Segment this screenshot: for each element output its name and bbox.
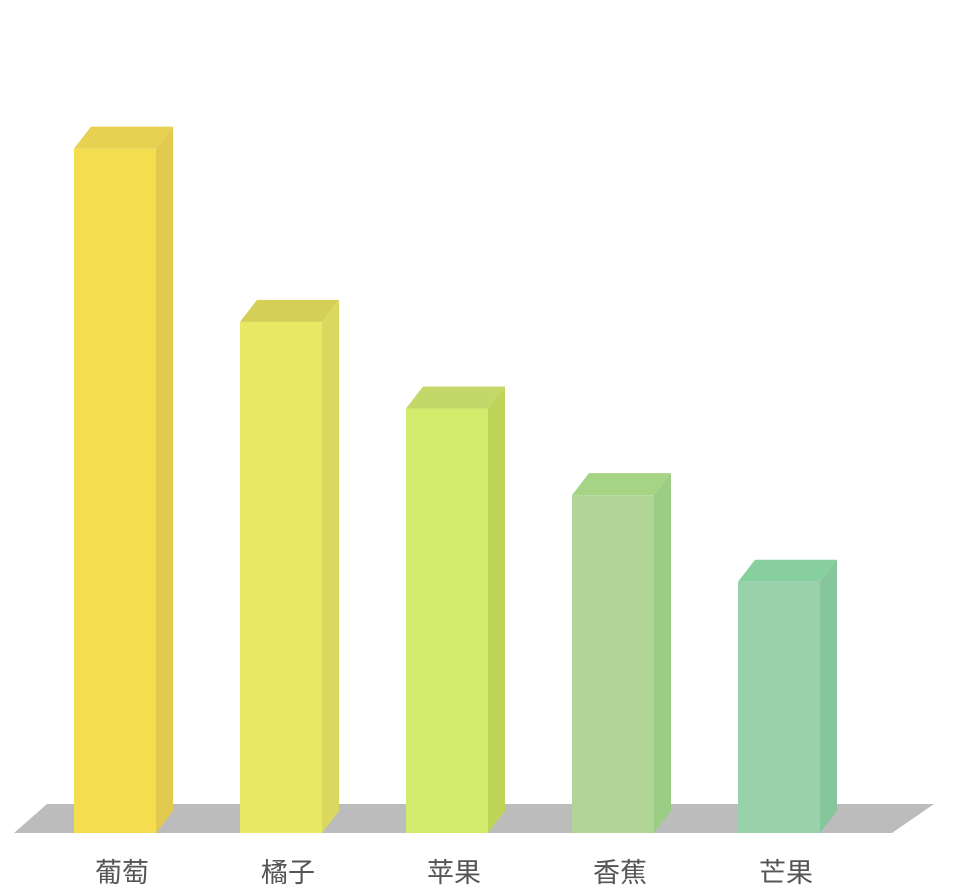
bar-5 <box>738 559 837 833</box>
bar-top-face <box>406 386 505 409</box>
bar-top-face <box>74 126 173 149</box>
bar-front-face <box>240 321 322 833</box>
bar-1 <box>74 126 173 834</box>
category-labels-group: 葡萄 橘子 苹果 香蕉 芒果 <box>95 858 813 889</box>
bars-group <box>74 126 837 834</box>
bar-2 <box>240 299 339 834</box>
category-label: 橘子 <box>261 858 315 889</box>
bar-side-face <box>654 473 671 833</box>
bar-4 <box>572 473 671 833</box>
bar-side-face <box>820 559 837 833</box>
bar-front-face <box>572 495 654 833</box>
bar-side-face <box>156 126 173 834</box>
category-label: 葡萄 <box>95 858 149 889</box>
bar-top-face <box>240 299 339 322</box>
bar-front-face <box>406 408 488 833</box>
bar-side-face <box>322 299 339 834</box>
bar-top-face <box>572 473 671 496</box>
bar-front-face <box>738 581 820 833</box>
category-label: 苹果 <box>427 858 481 889</box>
bar-front-face <box>74 148 156 834</box>
category-label: 芒果 <box>759 858 813 889</box>
bar-side-face <box>488 386 505 833</box>
category-label: 香蕉 <box>593 858 647 889</box>
bar-top-face <box>738 559 837 582</box>
bar-3 <box>406 386 505 833</box>
